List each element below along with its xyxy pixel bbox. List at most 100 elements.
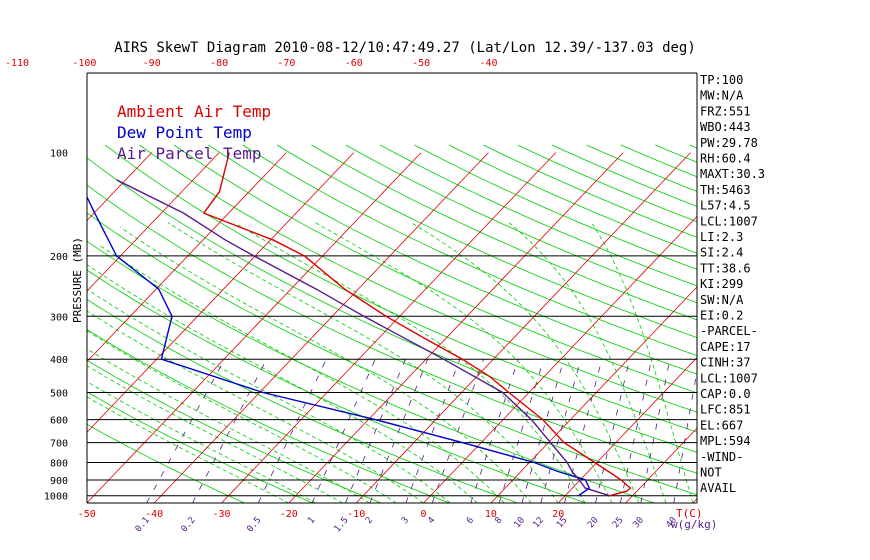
- temperature-unit-label: T(C): [676, 507, 703, 520]
- stat-item: L57:4.5: [700, 199, 751, 213]
- moist-adiabat: [98, 243, 505, 503]
- mixing-ratio-line: [564, 359, 603, 503]
- dry-adiabat: [87, 423, 245, 503]
- moist-adiabat: [410, 222, 640, 503]
- stat-item: EI:0.2: [700, 309, 743, 323]
- mixing-ratio-tick: 25: [611, 516, 626, 531]
- stat-item: LFC:851: [700, 403, 751, 417]
- top-temp-tick: -110: [5, 58, 29, 69]
- mixing-ratio-line: [521, 359, 565, 503]
- stat-item: RH:60.4: [700, 152, 751, 166]
- mixing-ratio-line: [673, 368, 697, 503]
- mixing-ratio-line: [405, 359, 461, 503]
- mixing-ratio-line: [619, 359, 652, 503]
- top-temperature-ticks: -120-110-100-90-80-70-60-50-40: [5, 58, 498, 69]
- moist-adiabat: [234, 222, 586, 503]
- dry-adiabat: [242, 144, 697, 356]
- mixing-ratio-tick: 0.2: [180, 516, 198, 535]
- mixing-ratio-tick: 30: [631, 516, 646, 531]
- stat-item: NOT: [700, 466, 722, 480]
- stat-item: CAP:0.0: [700, 387, 751, 401]
- stat-item: LCL:1007: [700, 214, 758, 228]
- mixing-ratio-line: [345, 359, 406, 503]
- moist-adiabat: [87, 348, 370, 503]
- pressure-label-600: 600: [50, 416, 68, 427]
- dry-adiabat: [345, 144, 697, 304]
- pressure-label-500: 500: [50, 389, 68, 400]
- top-temp-tick: -50: [412, 58, 430, 69]
- pressure-tick-labels: 100 200 300 400 500 600 700 800 900 1000: [44, 149, 68, 503]
- mixing-ratio-tick: 20: [586, 516, 601, 531]
- bottom-temp-tick: -40: [145, 509, 163, 520]
- moist-adiabat: [87, 365, 343, 503]
- mixing-ratio-tick: 6: [465, 516, 476, 527]
- isotherm: [0, 153, 17, 503]
- stat-item: TT:38.6: [700, 261, 751, 275]
- bottom-temp-tick: 10: [485, 509, 497, 520]
- bottom-temp-tick: 20: [552, 509, 564, 520]
- dry-adiabat: [173, 144, 697, 394]
- pressure-grid: [87, 255, 697, 497]
- pressure-label-100: 100: [50, 149, 68, 160]
- mixing-ratio-tick: 10: [513, 516, 528, 531]
- mixing-ratio-tick: 0.5: [245, 516, 263, 535]
- isotherm: [355, 152, 691, 503]
- isotherm: [87, 152, 152, 221]
- dry-adiabat: [87, 269, 587, 503]
- isotherm: [490, 286, 697, 503]
- pressure-label-400: 400: [50, 355, 68, 366]
- dry-adiabat: [311, 144, 697, 321]
- stat-item: KI:299: [700, 277, 743, 291]
- stat-item: CAPE:17: [700, 340, 751, 354]
- stat-item: TP:100: [700, 73, 743, 87]
- top-temp-tick: -100: [72, 58, 96, 69]
- stat-item: PW:29.78: [700, 136, 758, 150]
- stat-item: SI:2.4: [700, 246, 743, 260]
- isotherm: [0, 153, 84, 503]
- stat-item: LI:2.3: [700, 230, 743, 244]
- sounding-traces: [87, 152, 632, 497]
- dry-adiabat: [87, 391, 313, 503]
- moist-adiabat: [315, 222, 613, 503]
- dry-adiabat: [87, 212, 697, 496]
- bottom-temp-tick: -20: [280, 509, 298, 520]
- pressure-label-200: 200: [50, 252, 68, 263]
- isotherm: [625, 427, 697, 503]
- pressure-label-700: 700: [50, 439, 68, 450]
- pressure-label-1000: 1000: [44, 492, 68, 503]
- legend-dew-point-temp: Dew Point Temp: [117, 123, 252, 142]
- series-line-1: [87, 195, 591, 497]
- mixing-ratio-line: [146, 359, 226, 503]
- top-temp-tick: -40: [479, 58, 497, 69]
- moist-adiabat: [119, 226, 532, 503]
- moist-adiabat: [87, 381, 316, 503]
- dry-adiabat: [414, 144, 697, 270]
- top-temp-tick: -80: [210, 58, 228, 69]
- mixing-ratio-line: [498, 359, 545, 503]
- isotherm: [87, 152, 355, 433]
- bottom-temp-tick: -10: [347, 509, 365, 520]
- dry-adiabat: [87, 184, 697, 474]
- mixing-ratio-tick: 2: [364, 516, 375, 527]
- bottom-temperature-ticks: -50 -40 -30 -20 -10 0 10 20: [78, 509, 564, 520]
- bottom-temp-tick: -50: [78, 509, 96, 520]
- isotherm: [557, 356, 697, 503]
- isotherm: [87, 152, 220, 292]
- isotherm: [87, 152, 422, 503]
- stat-item: TH:5463: [700, 183, 751, 197]
- series-line-0: [202, 152, 632, 497]
- bottom-temp-tick: -30: [212, 509, 230, 520]
- pressure-label-300: 300: [50, 312, 68, 323]
- stat-item: MW:N/A: [700, 89, 744, 103]
- stat-item: -PARCEL-: [700, 324, 758, 338]
- chart-title: AIRS SkewT Diagram 2010-08-12/10:47:49.2…: [114, 40, 696, 56]
- moist-adiabat: [87, 330, 397, 503]
- mixing-ratio-line: [540, 359, 582, 503]
- bottom-temp-tick: 0: [420, 509, 426, 520]
- y-axis-label: PRESSURE (MB): [71, 237, 84, 323]
- stat-item: SW:N/A: [700, 293, 744, 307]
- mixing-ratio-line: [431, 359, 484, 503]
- stat-item: MPL:594: [700, 434, 751, 448]
- isotherm: [288, 152, 624, 503]
